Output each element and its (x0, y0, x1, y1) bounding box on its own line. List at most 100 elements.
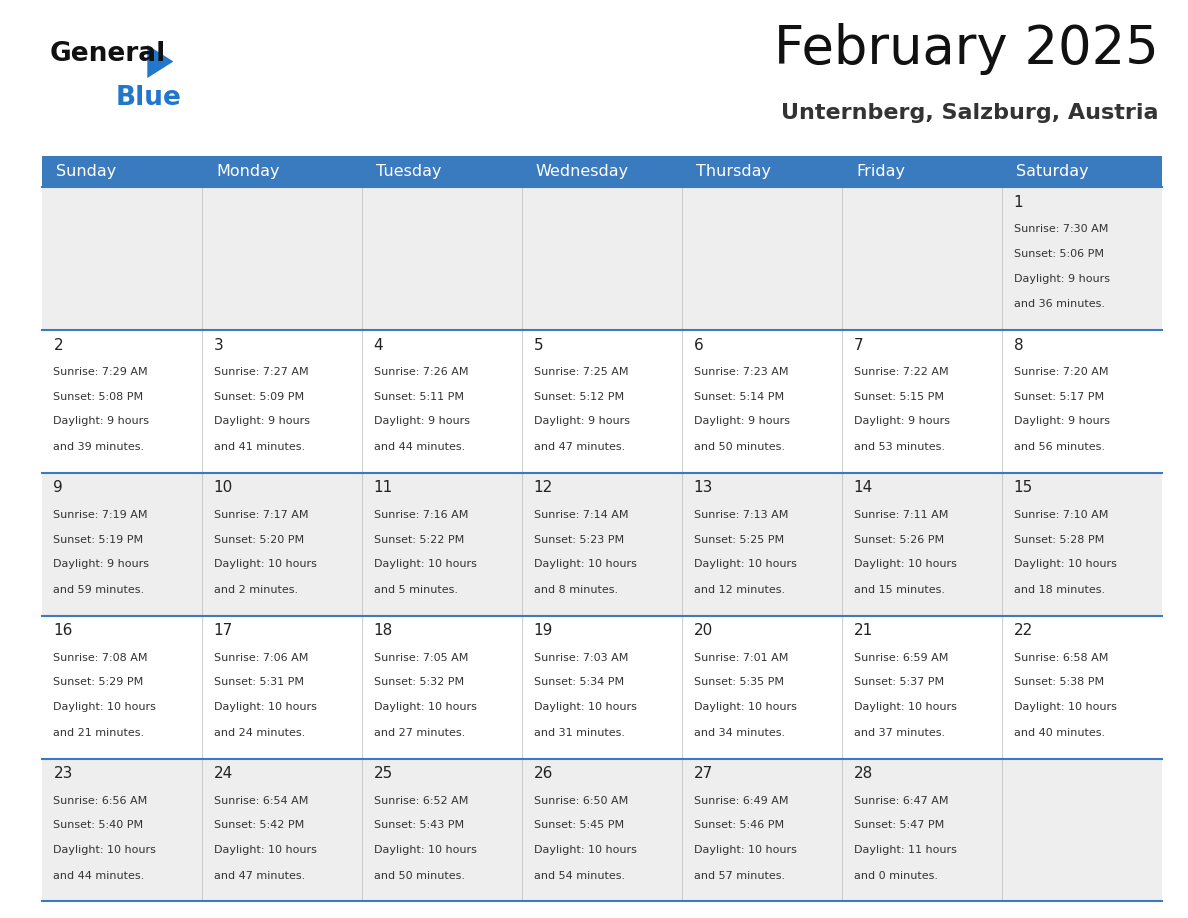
Text: and 47 minutes.: and 47 minutes. (214, 870, 305, 880)
Text: and 31 minutes.: and 31 minutes. (533, 728, 625, 738)
Text: Sunset: 5:38 PM: Sunset: 5:38 PM (1013, 677, 1104, 688)
Text: and 54 minutes.: and 54 minutes. (533, 870, 625, 880)
Text: Sunset: 5:09 PM: Sunset: 5:09 PM (214, 392, 304, 402)
Text: Sunday: Sunday (56, 164, 116, 179)
Text: Wednesday: Wednesday (536, 164, 630, 179)
Text: and 53 minutes.: and 53 minutes. (854, 442, 944, 453)
Text: Sunset: 5:45 PM: Sunset: 5:45 PM (533, 820, 624, 830)
Text: General: General (50, 41, 166, 67)
Text: Daylight: 10 hours: Daylight: 10 hours (533, 702, 637, 712)
Text: Sunrise: 6:49 AM: Sunrise: 6:49 AM (694, 796, 788, 806)
Text: Daylight: 9 hours: Daylight: 9 hours (694, 417, 790, 426)
Text: Daylight: 10 hours: Daylight: 10 hours (533, 845, 637, 855)
Text: Daylight: 10 hours: Daylight: 10 hours (214, 559, 316, 569)
Text: Unternberg, Salzburg, Austria: Unternberg, Salzburg, Austria (781, 103, 1158, 123)
Text: Sunrise: 7:27 AM: Sunrise: 7:27 AM (214, 367, 308, 377)
Text: 23: 23 (53, 766, 72, 781)
Text: Sunset: 5:12 PM: Sunset: 5:12 PM (533, 392, 624, 402)
Text: Daylight: 10 hours: Daylight: 10 hours (214, 845, 316, 855)
Text: Sunrise: 6:58 AM: Sunrise: 6:58 AM (1013, 653, 1108, 663)
Text: Sunset: 5:22 PM: Sunset: 5:22 PM (373, 534, 463, 544)
Text: 6: 6 (694, 338, 703, 353)
Text: and 50 minutes.: and 50 minutes. (694, 442, 784, 453)
Text: Monday: Monday (216, 164, 279, 179)
Text: 20: 20 (694, 623, 713, 638)
Text: Sunrise: 6:54 AM: Sunrise: 6:54 AM (214, 796, 308, 806)
Text: 28: 28 (854, 766, 873, 781)
Text: Sunrise: 7:30 AM: Sunrise: 7:30 AM (1013, 224, 1108, 234)
Text: Sunrise: 7:06 AM: Sunrise: 7:06 AM (214, 653, 308, 663)
Text: and 59 minutes.: and 59 minutes. (53, 585, 145, 595)
Text: Sunset: 5:26 PM: Sunset: 5:26 PM (854, 534, 943, 544)
Text: and 37 minutes.: and 37 minutes. (854, 728, 944, 738)
Text: Sunset: 5:46 PM: Sunset: 5:46 PM (694, 820, 784, 830)
Text: Sunrise: 7:11 AM: Sunrise: 7:11 AM (854, 509, 948, 520)
Text: Sunrise: 7:17 AM: Sunrise: 7:17 AM (214, 509, 308, 520)
Text: Daylight: 9 hours: Daylight: 9 hours (1013, 274, 1110, 284)
Text: Sunset: 5:19 PM: Sunset: 5:19 PM (53, 534, 144, 544)
Text: Sunrise: 7:23 AM: Sunrise: 7:23 AM (694, 367, 788, 377)
Text: 25: 25 (373, 766, 393, 781)
Text: Daylight: 9 hours: Daylight: 9 hours (533, 417, 630, 426)
Text: Sunrise: 7:14 AM: Sunrise: 7:14 AM (533, 509, 628, 520)
Text: and 12 minutes.: and 12 minutes. (694, 585, 785, 595)
Text: Sunrise: 7:25 AM: Sunrise: 7:25 AM (533, 367, 628, 377)
Text: and 27 minutes.: and 27 minutes. (373, 728, 465, 738)
Text: Daylight: 9 hours: Daylight: 9 hours (53, 559, 150, 569)
Text: Daylight: 9 hours: Daylight: 9 hours (373, 417, 469, 426)
Text: Daylight: 10 hours: Daylight: 10 hours (373, 702, 476, 712)
Text: 19: 19 (533, 623, 552, 638)
Text: Daylight: 10 hours: Daylight: 10 hours (694, 559, 796, 569)
Text: Daylight: 10 hours: Daylight: 10 hours (1013, 559, 1117, 569)
Text: Friday: Friday (857, 164, 905, 179)
Text: Sunrise: 6:59 AM: Sunrise: 6:59 AM (854, 653, 948, 663)
Text: 18: 18 (373, 623, 393, 638)
Text: Daylight: 10 hours: Daylight: 10 hours (854, 702, 956, 712)
Text: and 34 minutes.: and 34 minutes. (694, 728, 785, 738)
Text: Sunrise: 6:47 AM: Sunrise: 6:47 AM (854, 796, 948, 806)
Text: Blue: Blue (115, 85, 181, 111)
Text: Sunrise: 6:56 AM: Sunrise: 6:56 AM (53, 796, 147, 806)
Text: 5: 5 (533, 338, 543, 353)
Text: 17: 17 (214, 623, 233, 638)
Text: 1: 1 (1013, 195, 1023, 209)
Text: Daylight: 11 hours: Daylight: 11 hours (854, 845, 956, 855)
Text: February 2025: February 2025 (773, 23, 1158, 75)
Text: 2: 2 (53, 338, 63, 353)
Text: Sunset: 5:43 PM: Sunset: 5:43 PM (373, 820, 463, 830)
Text: 7: 7 (854, 338, 864, 353)
Text: and 40 minutes.: and 40 minutes. (1013, 728, 1105, 738)
Text: Sunset: 5:14 PM: Sunset: 5:14 PM (694, 392, 784, 402)
Text: Sunset: 5:25 PM: Sunset: 5:25 PM (694, 534, 784, 544)
Text: and 57 minutes.: and 57 minutes. (694, 870, 785, 880)
Text: Saturday: Saturday (1016, 164, 1088, 179)
Text: 27: 27 (694, 766, 713, 781)
Text: 12: 12 (533, 480, 552, 496)
Text: and 8 minutes.: and 8 minutes. (533, 585, 618, 595)
Text: Daylight: 10 hours: Daylight: 10 hours (854, 559, 956, 569)
Text: and 18 minutes.: and 18 minutes. (1013, 585, 1105, 595)
Text: and 2 minutes.: and 2 minutes. (214, 585, 298, 595)
Text: Daylight: 9 hours: Daylight: 9 hours (214, 417, 310, 426)
Text: Sunrise: 6:50 AM: Sunrise: 6:50 AM (533, 796, 627, 806)
Text: and 47 minutes.: and 47 minutes. (533, 442, 625, 453)
Text: Sunset: 5:06 PM: Sunset: 5:06 PM (1013, 249, 1104, 259)
Text: 22: 22 (1013, 623, 1032, 638)
Text: Sunset: 5:47 PM: Sunset: 5:47 PM (854, 820, 944, 830)
Text: Daylight: 9 hours: Daylight: 9 hours (53, 417, 150, 426)
Text: Daylight: 10 hours: Daylight: 10 hours (533, 559, 637, 569)
Text: Sunset: 5:37 PM: Sunset: 5:37 PM (854, 677, 943, 688)
Text: 15: 15 (1013, 480, 1032, 496)
Text: Sunset: 5:29 PM: Sunset: 5:29 PM (53, 677, 144, 688)
Text: Daylight: 10 hours: Daylight: 10 hours (694, 702, 796, 712)
Text: 11: 11 (373, 480, 393, 496)
Text: 4: 4 (373, 338, 384, 353)
Text: 10: 10 (214, 480, 233, 496)
Text: Sunrise: 7:10 AM: Sunrise: 7:10 AM (1013, 509, 1108, 520)
Text: Sunrise: 7:19 AM: Sunrise: 7:19 AM (53, 509, 148, 520)
Text: Daylight: 10 hours: Daylight: 10 hours (214, 702, 316, 712)
Text: Daylight: 10 hours: Daylight: 10 hours (373, 845, 476, 855)
Text: Sunrise: 7:20 AM: Sunrise: 7:20 AM (1013, 367, 1108, 377)
Text: and 39 minutes.: and 39 minutes. (53, 442, 145, 453)
Text: and 24 minutes.: and 24 minutes. (214, 728, 305, 738)
